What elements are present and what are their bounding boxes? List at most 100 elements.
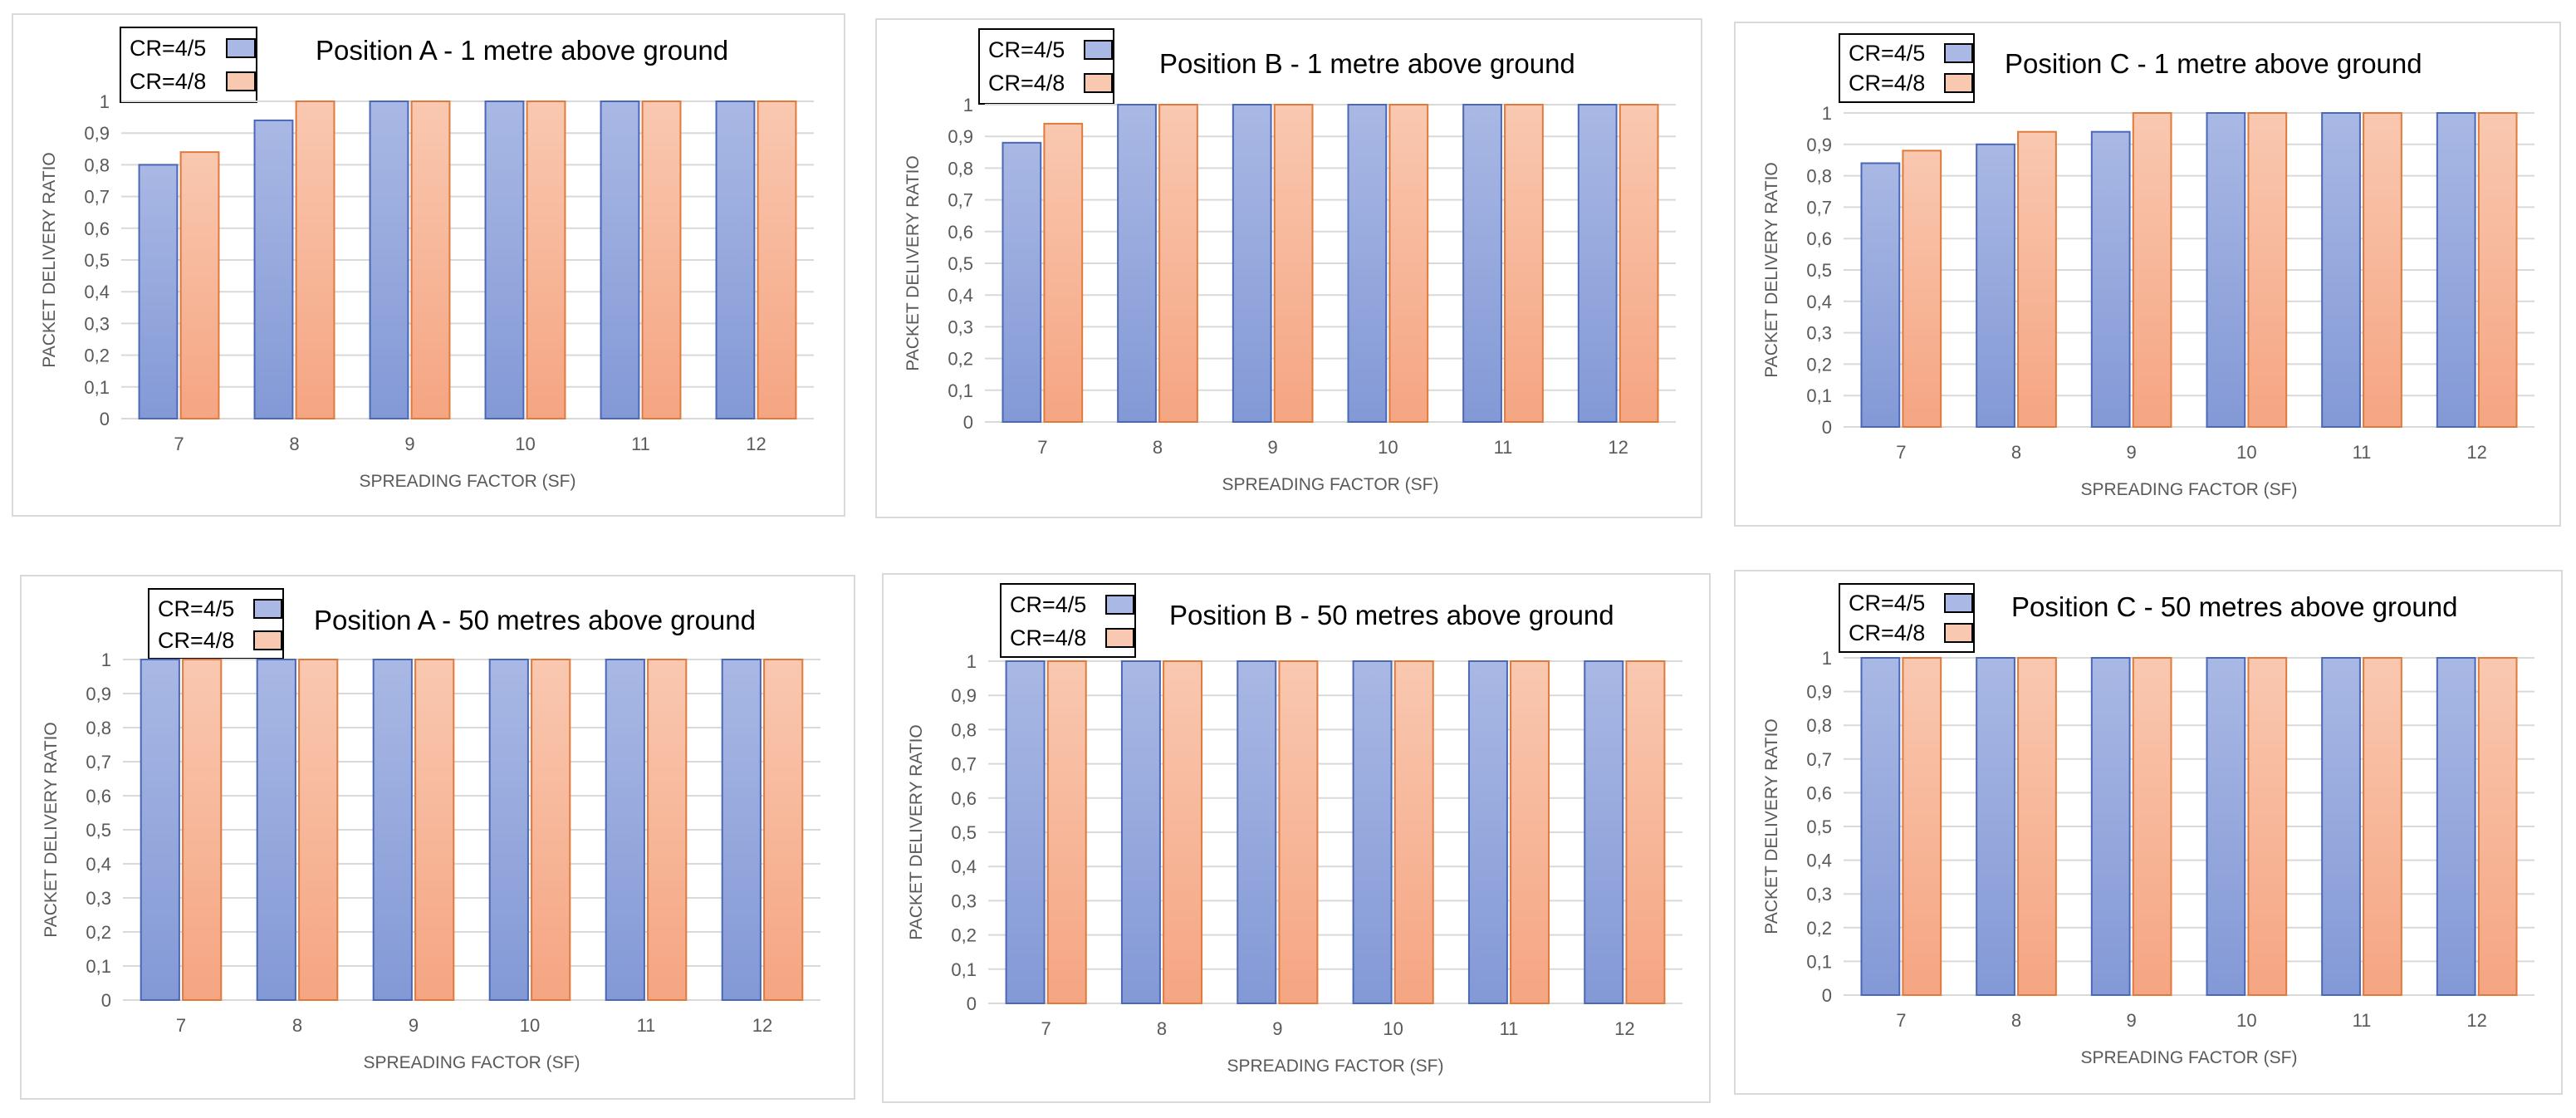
x-tick-label: 8 [1157, 1018, 1167, 1039]
y-tick-label: 0,6 [948, 222, 973, 243]
y-tick-label: 0,4 [84, 282, 110, 302]
x-tick-label: 10 [2236, 1010, 2256, 1031]
bar-cr48 [1902, 657, 1942, 996]
bar-cr45 [2321, 657, 2361, 996]
bar-cr45 [1976, 143, 2015, 429]
bar-cr45 [1976, 657, 2015, 996]
bar-cr45 [600, 101, 640, 419]
chart-plot-area: 0 0,1 0,2 0,3 0,4 0,5 0,6 0,7 0,8 0,9 1 7 8 9 10 11 12 SP… [907, 651, 1682, 1076]
y-axis-label: PACKET DELIVERY RATIO [42, 722, 61, 937]
x-tick-label: 7 [176, 1015, 186, 1036]
legend-swatch-cr45 [226, 38, 256, 58]
legend-item-cr45: CR=4/5 [1849, 38, 1973, 68]
x-tick-label: 11 [2353, 442, 2372, 463]
x-axis-label: SPREADING FACTOR (SF) [1227, 1057, 1444, 1076]
chart-plot-area: 0 0,1 0,2 0,3 0,4 0,5 0,6 0,7 0,8 0,9 1 7 8 9 10 11 12 SP… [1762, 648, 2534, 1067]
bar-cr45 [1860, 657, 1901, 996]
y-tick-label: 0,7 [1806, 749, 1832, 770]
bar-cr48 [1393, 660, 1434, 1004]
x-tick-label: 12 [1614, 1018, 1634, 1039]
x-axis-label: SPREADING FACTOR (SF) [360, 472, 576, 491]
chart-panel-b-50m: CR=4/5 CR=4/8 Position B - 50 metres abo… [882, 573, 1711, 1103]
y-tick-label: 0,3 [84, 313, 110, 334]
x-tick-label: 9 [2127, 442, 2137, 463]
chart-title: Position A - 1 metre above ground [316, 35, 729, 66]
legend-swatch-cr45 [1943, 43, 1973, 63]
x-tick-label: 10 [1378, 437, 1398, 458]
legend-swatch-cr45 [1104, 595, 1134, 615]
y-tick-label: 0,6 [86, 786, 111, 807]
bar-cr48 [410, 101, 451, 419]
x-tick-label: 7 [1037, 437, 1047, 458]
bar-cr45 [1002, 141, 1042, 423]
legend-label-cr45: CR=4/5 [130, 35, 207, 61]
y-axis-label: PACKET DELIVERY RATIO [1762, 162, 1781, 377]
y-tick-label: 0,5 [1806, 260, 1832, 281]
chart-title: Position C - 1 metre above ground [2005, 48, 2422, 79]
bar-cr45 [488, 659, 529, 1001]
bar-cr48 [1046, 660, 1087, 1004]
bar-cr45 [2090, 130, 2131, 428]
bar-cr48 [2363, 112, 2402, 428]
bar-cr45 [2321, 112, 2361, 428]
chart-legend: CR=4/5 CR=4/8 [1000, 583, 1136, 658]
x-tick-label: 10 [520, 1015, 540, 1036]
chart-legend: CR=4/5 CR=4/8 [120, 27, 257, 103]
chart-panel-a-50m: CR=4/5 CR=4/8 Position A - 50 metres abo… [20, 575, 855, 1100]
legend-item-cr45: CR=4/5 [1010, 588, 1134, 621]
bar-cr45 [372, 659, 413, 1001]
bar-cr48 [179, 151, 220, 419]
y-tick-label: 0 [101, 990, 111, 1011]
y-tick-label: 1 [1822, 103, 1832, 124]
legend-item-cr45: CR=4/5 [158, 593, 282, 625]
legend-label-cr48: CR=4/8 [1849, 70, 1926, 96]
bar-cr48 [526, 101, 566, 419]
bar-cr48 [1619, 104, 1659, 423]
bar-cr48 [2017, 130, 2057, 428]
y-tick-label: 0,5 [948, 253, 973, 274]
y-tick-label: 0,3 [948, 316, 973, 337]
y-tick-label: 0,8 [951, 719, 977, 740]
bar-cr48 [2477, 657, 2518, 996]
y-tick-label: 0,3 [86, 888, 111, 909]
chart-title: Position B - 1 metre above ground [1159, 48, 1575, 79]
y-tick-label: 0,1 [1806, 385, 1832, 406]
legend-item-cr45: CR=4/5 [988, 33, 1113, 66]
bar-cr45 [715, 101, 756, 419]
y-tick-label: 1 [101, 650, 111, 670]
y-tick-label: 0,4 [951, 856, 977, 877]
y-tick-label: 0,3 [951, 890, 977, 911]
bar-cr45 [721, 659, 762, 1001]
bar-cr48 [763, 659, 804, 1001]
y-tick-label: 0,9 [1806, 135, 1832, 155]
legend-label-cr45: CR=4/5 [1849, 590, 1926, 615]
y-tick-label: 0,7 [951, 754, 977, 775]
x-tick-label: 9 [1268, 437, 1278, 458]
x-tick-label: 9 [1272, 1018, 1282, 1039]
x-tick-label: 9 [404, 434, 414, 454]
bar-cr45 [1120, 660, 1161, 1004]
legend-swatch-cr48 [1943, 73, 1973, 93]
y-tick-label: 0,1 [1806, 951, 1832, 972]
legend-item-cr48: CR=4/8 [1849, 68, 1973, 98]
bar-cr48 [757, 101, 797, 419]
x-tick-label: 11 [637, 1015, 656, 1036]
bar-cr48 [531, 659, 571, 1001]
x-tick-label: 8 [289, 434, 299, 454]
y-tick-label: 0,4 [1806, 292, 1832, 312]
y-tick-label: 0,6 [951, 788, 977, 809]
x-tick-label: 10 [1383, 1018, 1403, 1039]
y-tick-label: 0,2 [951, 925, 977, 946]
bar-cr45 [605, 659, 645, 1001]
y-tick-label: 0,8 [948, 158, 973, 179]
y-tick-label: 1 [1822, 648, 1832, 669]
x-tick-label: 9 [2127, 1010, 2137, 1031]
legend-item-cr48: CR=4/8 [158, 625, 282, 656]
y-tick-label: 0 [963, 412, 973, 433]
bar-cr45 [1347, 104, 1388, 423]
bar-cr45 [1352, 660, 1393, 1004]
bar-cr48 [2247, 112, 2288, 428]
chart-title: Position C - 50 metres above ground [2011, 591, 2458, 622]
bar-cr48 [2477, 112, 2518, 428]
